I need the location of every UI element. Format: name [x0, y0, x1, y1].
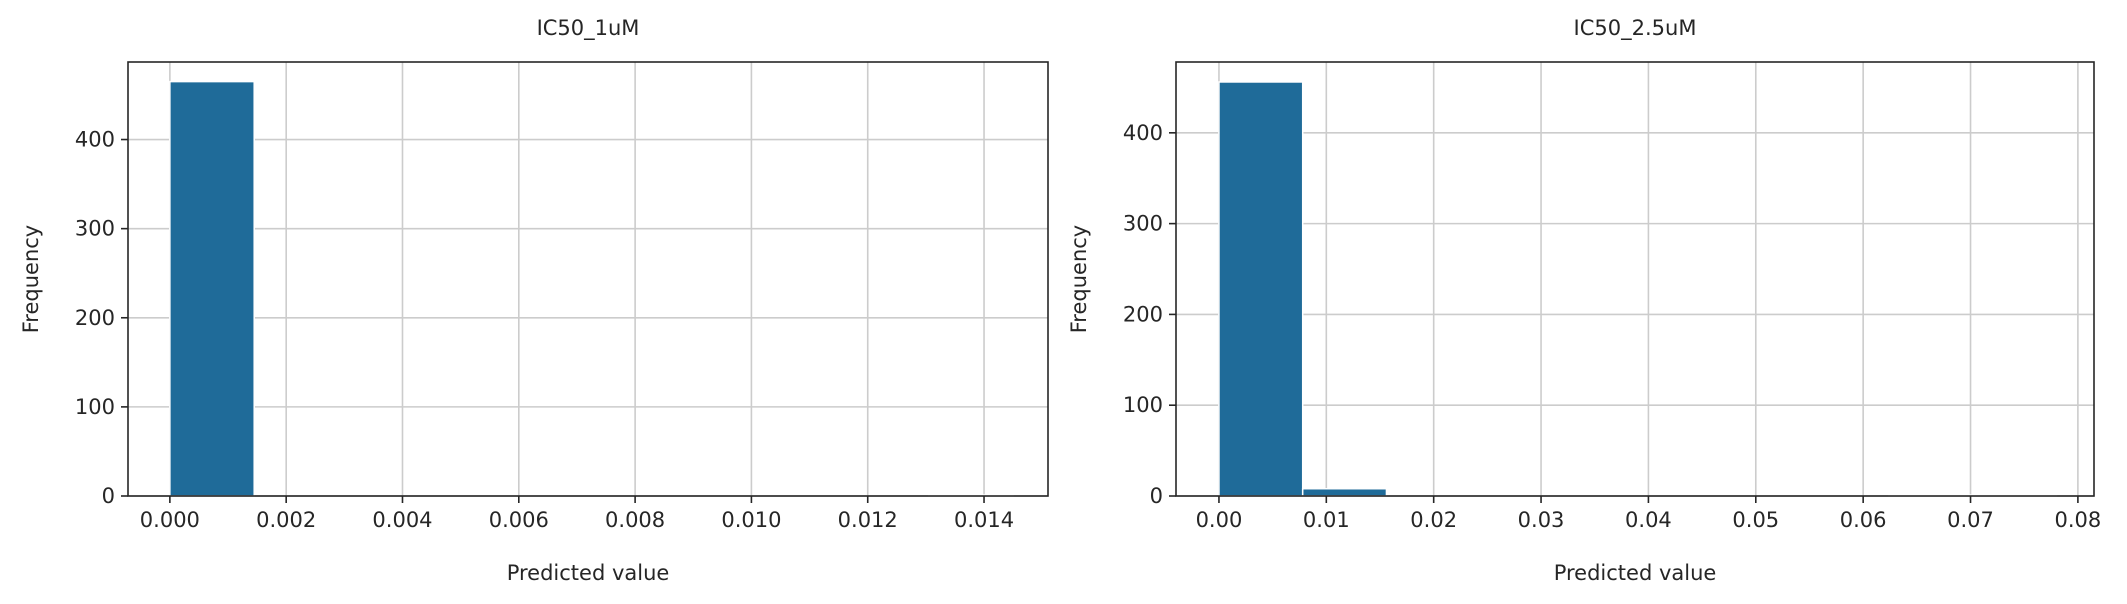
axes-frame	[1175, 61, 2095, 497]
axes-frame	[127, 61, 1049, 497]
chart-title: IC50_1uM	[537, 16, 640, 41]
x-tick-label: 0.010	[721, 508, 781, 532]
x-tick-label: 0.012	[838, 508, 898, 532]
x-tick-label: 0.00	[1196, 508, 1243, 532]
chart-title: IC50_2.5uM	[1574, 16, 1697, 41]
y-tick-label: 0	[102, 484, 115, 508]
x-tick-label: 0.014	[954, 508, 1014, 532]
histogram-bar	[1218, 81, 1304, 497]
y-tick-label: 200	[75, 306, 115, 330]
x-tick-label: 0.000	[140, 508, 200, 532]
y-axis-label: Frequency	[1067, 225, 1091, 334]
x-tick-label: 0.08	[2055, 508, 2102, 532]
chart-panel-1: 0.000 0.002 0.004 0.006 0.008 0.010 0.012 0.014…	[19, 16, 1049, 585]
x-tick-label: 0.04	[1625, 508, 1672, 532]
x-tick-label: 0.004	[372, 508, 432, 532]
y-tick-label: 300	[75, 217, 115, 241]
x-tick-label: 0.07	[1947, 508, 1994, 532]
x-tick-label: 0.006	[489, 508, 549, 532]
y-axis-label: Frequency	[19, 225, 43, 334]
x-tick-label: 0.01	[1303, 508, 1350, 532]
y-tick-label: 100	[75, 395, 115, 419]
chart-panel-2: 0.00 0.01 0.02 0.03 0.04 0.05 0.06 0.07 0.08 0 100…	[1067, 16, 2101, 585]
x-tick-label: 0.03	[1518, 508, 1565, 532]
x-axis-label: Predicted value	[507, 561, 670, 585]
y-tick-label: 0	[1150, 484, 1163, 508]
y-tick-label: 400	[1123, 121, 1163, 145]
y-tick-label: 100	[1123, 393, 1163, 417]
x-tick-label: 0.002	[256, 508, 316, 532]
x-tick-label: 0.008	[605, 508, 665, 532]
x-axis-label: Predicted value	[1554, 561, 1717, 585]
x-tick-label: 0.06	[1840, 508, 1887, 532]
y-tick-label: 300	[1123, 212, 1163, 236]
y-tick-label: 400	[75, 128, 115, 152]
y-tick-label: 200	[1123, 302, 1163, 326]
x-tick-label: 0.02	[1410, 508, 1457, 532]
histogram-bar	[169, 80, 255, 497]
x-tick-label: 0.05	[1732, 508, 1779, 532]
histogram-bar	[1301, 487, 1388, 497]
